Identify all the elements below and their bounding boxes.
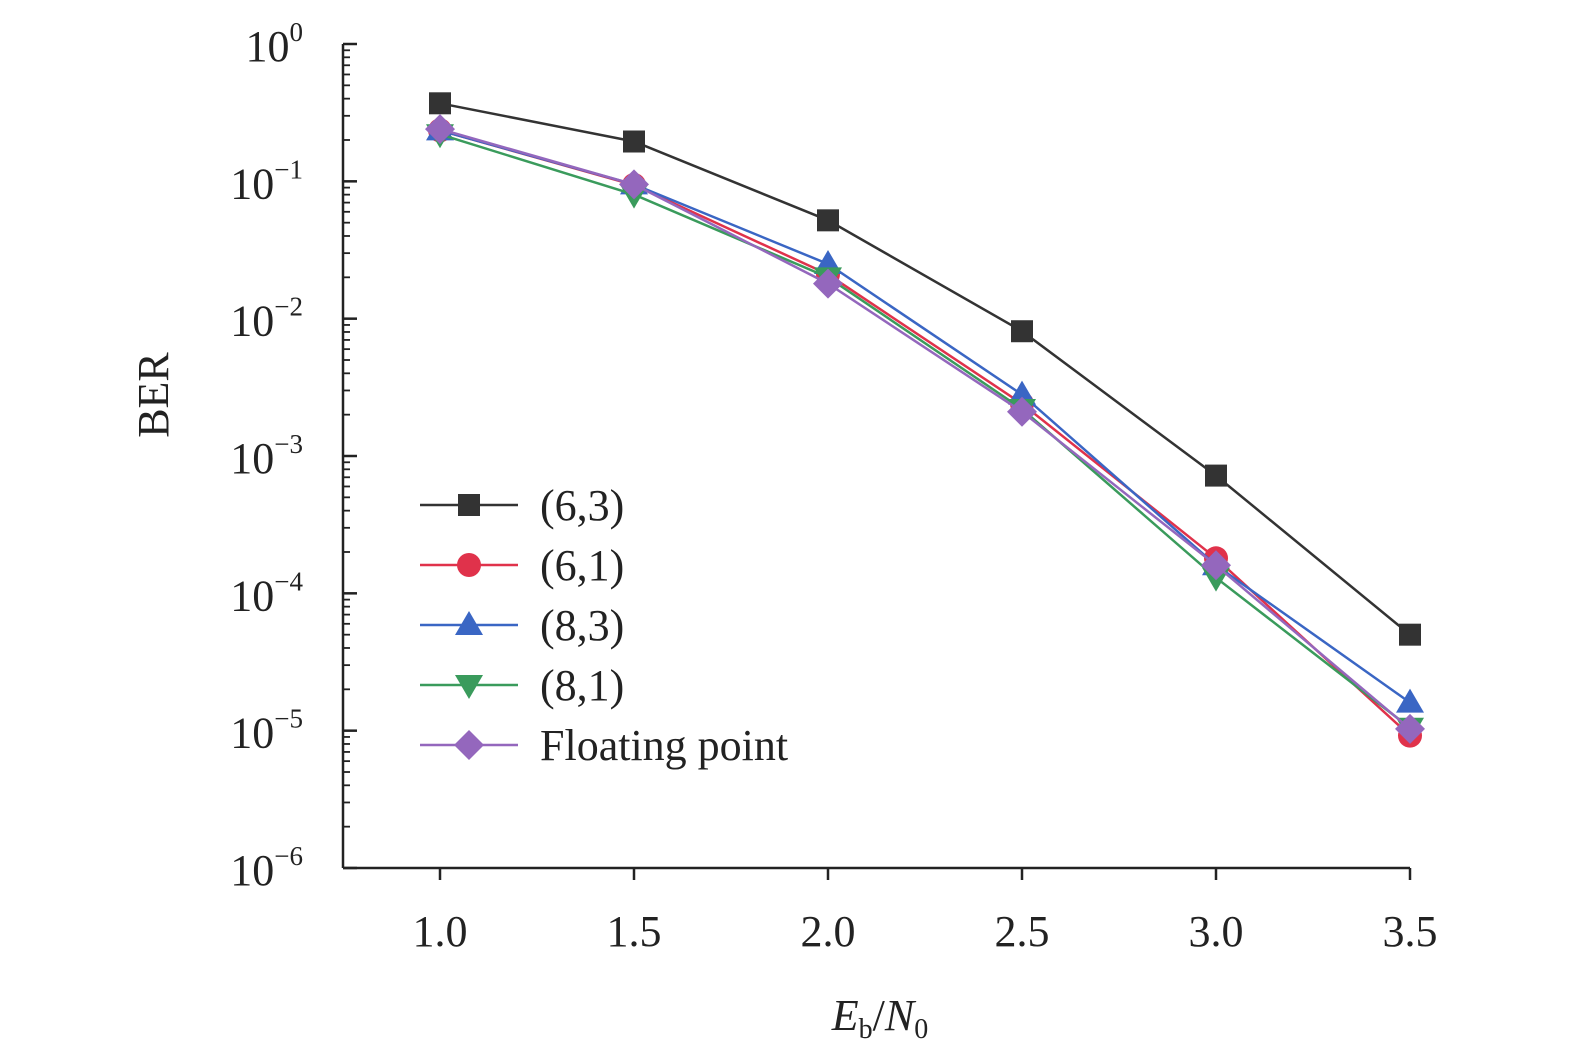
- series-line: [439, 133, 1411, 729]
- y-tick-label: 10−2: [230, 292, 303, 346]
- legend-entry: (6,1): [420, 541, 624, 590]
- data-point: [623, 130, 645, 153]
- y-tick-label: 10−4: [230, 566, 303, 620]
- series-line: [439, 102, 1411, 636]
- y-tick-label-base: 10: [230, 434, 274, 483]
- legend-entry: (6,3): [420, 481, 624, 530]
- x-tick-label: 2.0: [801, 907, 856, 956]
- data-point: [1011, 320, 1033, 343]
- y-tick-label: 100: [246, 17, 304, 71]
- data-point: [1396, 688, 1424, 713]
- x-axis-label-main: E: [831, 991, 859, 1040]
- x-axis-label-main-sub: b: [859, 1014, 873, 1045]
- y-tick-label-base: 10: [230, 297, 274, 346]
- x-axis-label: Eb/N0: [831, 991, 928, 1045]
- y-tick-label-exponent: −2: [274, 292, 303, 322]
- legend-label: (6,1): [540, 541, 624, 590]
- data-point: [1008, 380, 1036, 405]
- y-tick-label-base: 10: [246, 22, 290, 71]
- data-point: [817, 209, 839, 232]
- tick-marks: [343, 42, 1412, 880]
- y-tick-label-exponent: −3: [274, 429, 303, 459]
- data-point: [1205, 464, 1227, 487]
- legend: (6,3) (6,1) (8,3) (8,1) Floating point: [420, 481, 788, 770]
- data-point: [1399, 623, 1421, 646]
- x-tick-label: 3.0: [1189, 907, 1244, 956]
- legend-marker: [455, 611, 483, 635]
- y-tick-label-exponent: −6: [274, 841, 303, 871]
- legend-marker: [454, 730, 484, 760]
- x-tick-label: 2.5: [995, 907, 1050, 956]
- y-tick-label: 10−5: [230, 704, 303, 758]
- y-tick-label-exponent: −4: [274, 566, 303, 596]
- y-tick-label: 10−3: [230, 429, 303, 483]
- data-point: [1201, 550, 1231, 581]
- x-axis-label-denom: N: [884, 991, 917, 1040]
- series-layer: [425, 92, 1425, 748]
- x-tick-label: 3.5: [1383, 907, 1438, 956]
- legend-entry: (8,1): [420, 661, 624, 710]
- legend-label: (8,1): [540, 661, 624, 710]
- y-tick-label: 10−1: [230, 154, 303, 208]
- tick-labels: 1.0 1.5 2.0 2.5 3.0 3.510010−110−210−310−410−…: [230, 17, 1437, 956]
- legend-entry: Floating point: [420, 721, 788, 770]
- series-group: [428, 118, 1422, 748]
- y-tick-label-exponent: 0: [290, 17, 304, 47]
- data-point: [813, 268, 843, 299]
- legend-marker: [455, 675, 483, 699]
- legend-marker: [458, 494, 480, 516]
- series-group: [425, 114, 1425, 744]
- legend-label: (8,3): [540, 601, 624, 650]
- x-tick-label: 1.0: [413, 907, 468, 956]
- legend-label: (6,3): [540, 481, 624, 530]
- y-tick-label-base: 10: [230, 709, 274, 758]
- legend-marker: [457, 553, 481, 577]
- series-group: [429, 92, 1421, 646]
- data-point: [429, 92, 451, 115]
- legend-entry: (8,3): [420, 601, 624, 650]
- legend-label: Floating point: [540, 721, 788, 770]
- y-tick-label-base: 10: [230, 159, 274, 208]
- y-tick-label-base: 10: [230, 846, 274, 895]
- data-point: [1007, 396, 1037, 427]
- y-tick-label: 10−6: [230, 841, 303, 895]
- series-line: [439, 127, 1411, 730]
- y-tick-label-base: 10: [230, 571, 274, 620]
- x-axis-label-denom-sub: 0: [914, 1014, 928, 1045]
- y-axis-label: BER: [129, 352, 178, 438]
- y-tick-label-exponent: −1: [274, 154, 303, 184]
- data-point: [425, 114, 455, 145]
- data-point: [619, 169, 649, 200]
- y-tick-label-exponent: −5: [274, 704, 303, 734]
- data-point: [1395, 713, 1425, 744]
- x-tick-label: 1.5: [607, 907, 662, 956]
- x-axis-label-slash: /: [873, 991, 886, 1040]
